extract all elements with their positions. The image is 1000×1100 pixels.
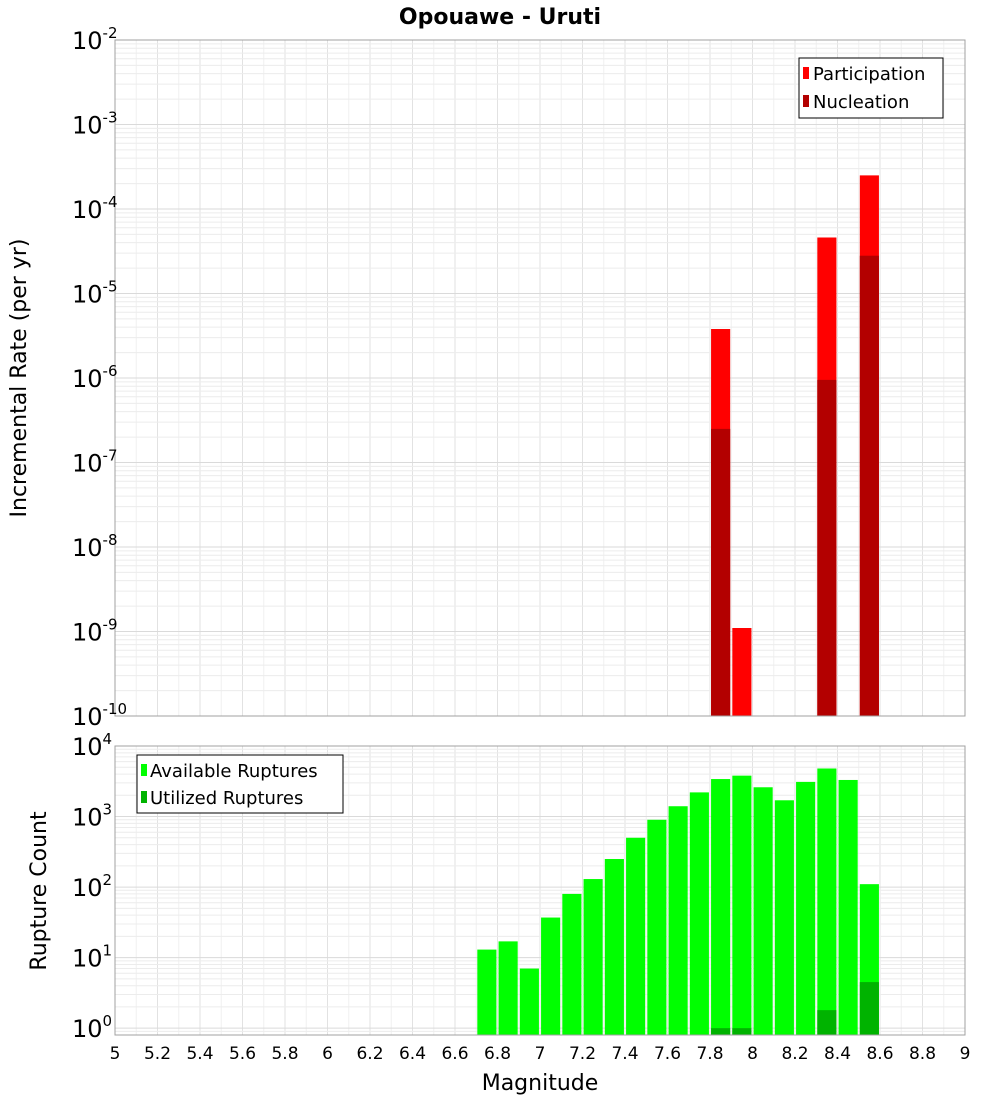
y-tick-label: 10-5 <box>72 278 118 309</box>
y-tick-label: 10-8 <box>72 531 118 562</box>
legend-swatch-available <box>141 764 147 776</box>
legend-swatch-nucleation <box>803 95 809 107</box>
bar-available-ruptures <box>541 917 561 1035</box>
bar-available-ruptures <box>562 893 582 1035</box>
y-tick-label: 10-9 <box>72 616 118 647</box>
legend: Participation Nucleation <box>798 57 944 119</box>
bar-available-ruptures <box>817 768 837 1035</box>
y-tick-label: 101 <box>72 942 112 973</box>
y-tick-label: 100 <box>72 1012 112 1043</box>
y-axis-label: Incremental Rate (per yr) <box>7 239 32 518</box>
y-tick-labels: 104 103 102 101 100 <box>72 730 112 1043</box>
x-tick-label: 8.8 <box>909 1044 936 1064</box>
bar-available-ruptures <box>626 837 646 1035</box>
x-tick-label: 7 <box>535 1044 546 1064</box>
legend-box <box>136 754 344 814</box>
legend-label-available: Available Ruptures <box>150 761 318 782</box>
y-tick-labels: 10-2 10-3 10-4 10-5 10-6 10-7 10-8 10-9 10-10 <box>72 24 127 731</box>
x-tick-label: 9 <box>960 1044 971 1064</box>
bar-available-ruptures <box>498 941 518 1035</box>
x-tick-label: 7.4 <box>611 1044 638 1064</box>
x-tick-label: 8.4 <box>824 1044 851 1064</box>
x-tick-label: 6.2 <box>356 1044 383 1064</box>
y-tick-label: 10-3 <box>72 109 118 140</box>
bar-available-ruptures <box>519 968 539 1035</box>
x-tick-label: 8.2 <box>781 1044 808 1064</box>
bar-nucleation <box>817 379 837 716</box>
bar-available-ruptures <box>668 806 688 1035</box>
bar-available-ruptures <box>732 775 752 1035</box>
legend-label-nucleation: Nucleation <box>813 92 909 113</box>
bar-available-ruptures <box>774 800 794 1035</box>
bar-utilized-ruptures <box>817 1010 837 1035</box>
x-tick-label: 6.4 <box>399 1044 426 1064</box>
legend-box <box>798 57 944 119</box>
x-tick-label: 6.6 <box>441 1044 468 1064</box>
legend: Available Ruptures Utilized Ruptures <box>136 754 344 814</box>
bar-available-ruptures <box>753 787 773 1035</box>
bar-available-ruptures <box>604 859 624 1035</box>
bars <box>711 175 879 717</box>
y-tick-label: 104 <box>72 730 112 761</box>
bar-available-ruptures <box>583 879 603 1035</box>
x-tick-label: 7.6 <box>654 1044 681 1064</box>
x-tick-label: 5.2 <box>144 1044 171 1064</box>
plot-area-border <box>114 39 966 717</box>
y-tick-label: 102 <box>72 871 112 902</box>
bar-utilized-ruptures <box>711 1028 731 1035</box>
rupture-count-panel: 104 103 102 101 100 Rupture Count Available … <box>27 730 966 1043</box>
gridlines <box>114 39 966 717</box>
legend-swatch-utilized <box>141 791 147 803</box>
bar-available-ruptures <box>647 819 667 1035</box>
x-tick-label: 5.6 <box>229 1044 256 1064</box>
incremental-rate-panel: 10-2 10-3 10-4 10-5 10-6 10-7 10-8 10-9 10-10 In… <box>7 24 966 731</box>
x-axis-label: Magnitude <box>482 1071 599 1096</box>
x-tick-label: 8 <box>747 1044 758 1064</box>
legend-label-utilized: Utilized Ruptures <box>150 788 303 809</box>
bar-available-ruptures <box>838 779 858 1035</box>
x-tick-label: 5.8 <box>271 1044 298 1064</box>
y-axis-label: Rupture Count <box>27 811 52 971</box>
y-tick-label: 103 <box>72 801 112 832</box>
bar-utilized-ruptures <box>732 1028 752 1035</box>
plot-area-border <box>114 745 966 1036</box>
bar-available-ruptures <box>477 949 497 1035</box>
x-tick-label: 6.8 <box>484 1044 511 1064</box>
bars <box>477 768 879 1035</box>
bar-available-ruptures <box>796 781 816 1035</box>
y-tick-label: 10-6 <box>72 362 118 393</box>
y-tick-label: 10-7 <box>72 447 118 478</box>
y-tick-label: 10-4 <box>72 193 118 224</box>
bar-nucleation <box>711 428 731 716</box>
legend-label-participation: Participation <box>813 64 925 85</box>
chart-title: Opouawe - Uruti <box>399 5 601 30</box>
x-tick-label: 8.6 <box>866 1044 893 1064</box>
x-tick-label: 5.4 <box>186 1044 213 1064</box>
bar-available-ruptures <box>689 792 709 1035</box>
x-tick-labels: 5 5.2 5.4 5.6 5.8 6 6.2 6.4 6.6 6.8 7 7.2 7.4 7.6 7.8 8… <box>110 1044 971 1064</box>
x-tick-label: 6 <box>322 1044 333 1064</box>
legend-swatch-participation <box>803 67 809 79</box>
bar-nucleation <box>859 255 879 716</box>
y-tick-label: 10-2 <box>72 24 118 55</box>
y-tick-label: 10-10 <box>72 700 127 731</box>
x-tick-label: 7.2 <box>569 1044 596 1064</box>
bar-utilized-ruptures <box>859 982 879 1035</box>
x-tick-label: 5 <box>110 1044 121 1064</box>
bar-available-ruptures <box>711 779 731 1035</box>
bar-participation <box>732 628 752 716</box>
x-tick-label: 7.8 <box>696 1044 723 1064</box>
